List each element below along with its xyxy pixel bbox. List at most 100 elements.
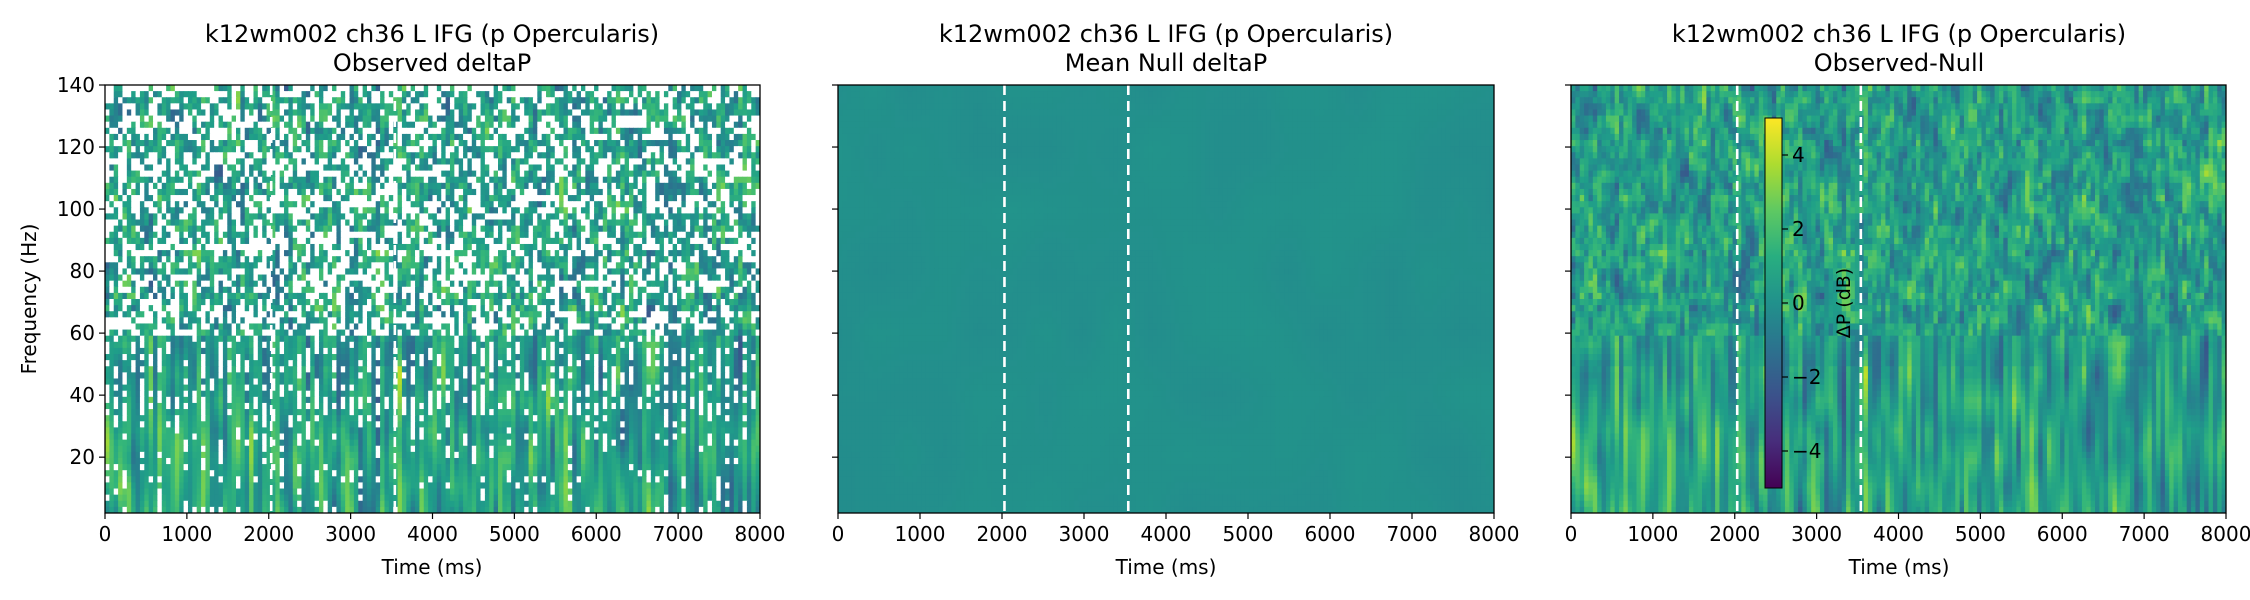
heatmap-cell: [423, 268, 429, 276]
heatmap-cell: [257, 280, 263, 288]
heatmap-cell: [388, 250, 394, 257]
heatmap-cell: [183, 182, 189, 190]
heatmap-cell: [746, 213, 752, 221]
heatmap-cell: [698, 207, 704, 214]
heatmap-cell: [598, 182, 604, 190]
heatmap-cell: [135, 182, 141, 190]
heatmap-cell: [646, 225, 652, 233]
heatmap-cell: [196, 195, 202, 202]
heatmap-cell: [432, 188, 438, 196]
heatmap-cell: [607, 85, 613, 92]
heatmap-cell: [559, 97, 565, 104]
heatmap-cell: [288, 91, 294, 98]
heatmap-cell: [126, 201, 132, 208]
heatmap-cell: [161, 280, 167, 288]
heatmap-cell: [401, 262, 407, 270]
heatmap-cell: [698, 103, 704, 111]
heatmap-cell: [677, 152, 682, 159]
heatmap-cell: [511, 201, 517, 208]
heatmap-cell: [218, 85, 224, 92]
heatmap-cell: [345, 115, 351, 123]
heatmap-cell: [515, 262, 521, 270]
heatmap-cell: [615, 109, 621, 117]
heatmap-cell: [340, 121, 346, 129]
heatmap-cell: [668, 188, 674, 196]
heatmap-cell: [532, 164, 538, 172]
heatmap-cell: [738, 158, 744, 166]
heatmap-cell: [144, 243, 150, 251]
heatmap-cell: [733, 146, 739, 153]
heatmap-cell: [332, 109, 338, 117]
heatmap-cell: [659, 188, 665, 196]
heatmap-cell: [445, 280, 451, 288]
heatmap-cell: [231, 256, 237, 263]
heatmap-cell: [729, 213, 735, 221]
heatmap-cell: [284, 127, 289, 135]
heatmap-cell: [297, 152, 303, 159]
heatmap-cell: [144, 170, 150, 178]
heatmap-cell: [620, 115, 626, 123]
heatmap-cell: [589, 262, 595, 270]
heatmap-cell: [746, 188, 752, 196]
heatmap-cell: [166, 91, 172, 98]
heatmap-cell: [380, 237, 386, 245]
heatmap-cell: [332, 268, 338, 276]
heatmap-cell: [187, 268, 193, 276]
heatmap-cell: [489, 188, 495, 196]
heatmap-cell: [297, 201, 303, 208]
heatmap-cell: [318, 182, 324, 190]
heatmap-cell: [109, 85, 115, 92]
heatmap-cell: [205, 170, 211, 178]
heatmap-cell: [742, 103, 748, 111]
heatmap-cell: [524, 115, 530, 123]
heatmap-cell: [633, 243, 639, 251]
heatmap-cell: [742, 219, 748, 227]
heatmap-cell: [489, 250, 495, 257]
heatmap-cell: [589, 219, 595, 227]
heatmap-cell: [725, 176, 731, 184]
heatmap-cell: [187, 97, 193, 104]
heatmap-cell: [707, 158, 713, 166]
heatmap-cell: [314, 182, 320, 190]
heatmap-cell: [489, 140, 495, 147]
heatmap-cell: [633, 152, 639, 159]
heatmap-cell: [698, 274, 704, 282]
heatmap-cell: [524, 274, 530, 282]
heatmap-cell: [236, 250, 241, 257]
heatmap-cell: [685, 109, 691, 117]
heatmap-cell: [506, 243, 512, 251]
heatmap-cell: [624, 225, 630, 233]
heatmap-cell: [589, 115, 595, 123]
heatmap-cell: [546, 127, 551, 135]
heatmap-cell: [349, 164, 355, 172]
heatmap-cell: [179, 207, 185, 214]
heatmap-cell: [663, 256, 669, 263]
heatmap-cell: [729, 152, 735, 159]
heatmap-cell: [249, 140, 255, 147]
heatmap-cell: [441, 201, 447, 208]
heatmap-cell: [663, 188, 669, 196]
heatmap-cell: [559, 164, 565, 172]
heatmap-cell: [554, 146, 560, 153]
heatmap-cell: [109, 103, 115, 111]
heatmap-cell: [196, 256, 202, 263]
heatmap-cell: [349, 103, 355, 111]
heatmap-cell: [367, 213, 372, 221]
heatmap-cell: [598, 237, 604, 245]
heatmap-cell: [397, 207, 403, 214]
panel-observed: k12wm002 ch36 L IFG (p Opercularis) Obse…: [17, 20, 785, 579]
heatmap-cell: [144, 237, 150, 245]
heatmap-cell: [633, 146, 639, 153]
heatmap-cell: [358, 121, 364, 129]
heatmap-cell: [201, 280, 207, 288]
heatmap-cell: [284, 182, 289, 190]
heatmap-cell: [288, 146, 294, 153]
heatmap-cell: [144, 109, 150, 117]
heatmap-cell: [284, 176, 289, 184]
heatmap-cell: [567, 274, 573, 282]
heatmap-cell: [201, 188, 207, 196]
heatmap-cell: [567, 182, 573, 190]
heatmap-cell: [546, 146, 551, 153]
heatmap-cell: [266, 188, 272, 196]
heatmap-cell: [716, 250, 722, 257]
